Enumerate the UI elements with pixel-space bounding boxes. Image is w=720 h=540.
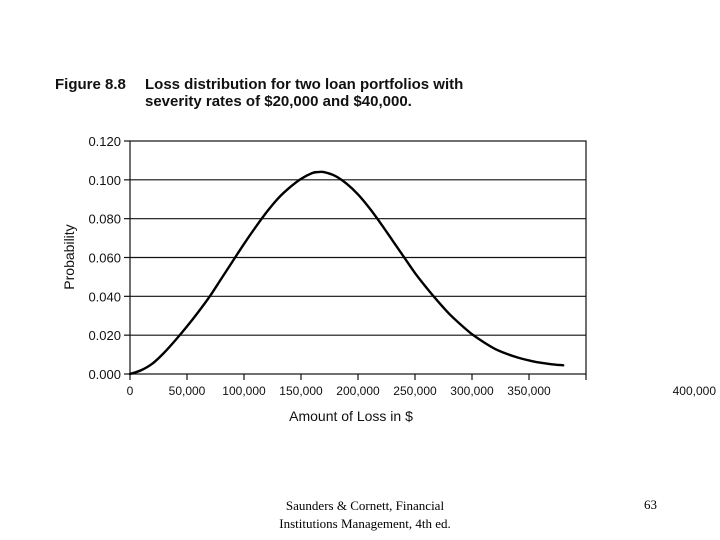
- source-line-1: Saunders & Cornett, Financial: [285, 498, 445, 513]
- figure-title-line-1: Loss distribution for two loan portfolio…: [145, 76, 464, 93]
- x-tick-label: 100,000: [222, 384, 266, 398]
- grid-layer: [130, 179, 586, 336]
- figure-label: Figure 8.8: [55, 76, 126, 93]
- y-axis-title: Probability: [61, 224, 77, 289]
- x-tick-label: 350,000: [507, 384, 551, 398]
- source-line-2: Institutions Management, 4th ed.: [279, 516, 451, 531]
- y-tick-label: 0.060: [88, 251, 121, 266]
- loss-distribution-line: [128, 170, 565, 376]
- y-tick-label: 0.080: [88, 212, 121, 227]
- x-tick-label: 200,000: [336, 384, 380, 398]
- y-tick-label: 0.120: [88, 134, 121, 149]
- x-tick-label: 50,000: [169, 384, 206, 398]
- y-tick-label: 0.100: [88, 173, 121, 188]
- y-tick-label: 0.040: [88, 289, 121, 304]
- tick-layer: 0.000 0.020 0.040 0.060 0.080 0.100 0.120 0 50,0…: [88, 134, 716, 398]
- figure-title-line-2: severity rates of $20,000 and $40,000.: [145, 93, 412, 110]
- x-tick-label: 0: [127, 384, 134, 398]
- x-tick-label: 400,000: [673, 384, 717, 398]
- x-tick-label: 250,000: [393, 384, 437, 398]
- figure-title: Loss distribution for two loan portfolio…: [145, 76, 463, 110]
- y-tick-label: 0.020: [88, 328, 121, 343]
- source-citation: Saunders & Cornett, Financial Institutio…: [255, 497, 475, 533]
- x-tick-label: 150,000: [279, 384, 323, 398]
- y-tick-label: 0.000: [88, 367, 121, 382]
- page-number: 63: [644, 497, 657, 512]
- x-axis-title: Amount of Loss in $: [289, 408, 413, 424]
- x-tick-label: 300,000: [450, 384, 494, 398]
